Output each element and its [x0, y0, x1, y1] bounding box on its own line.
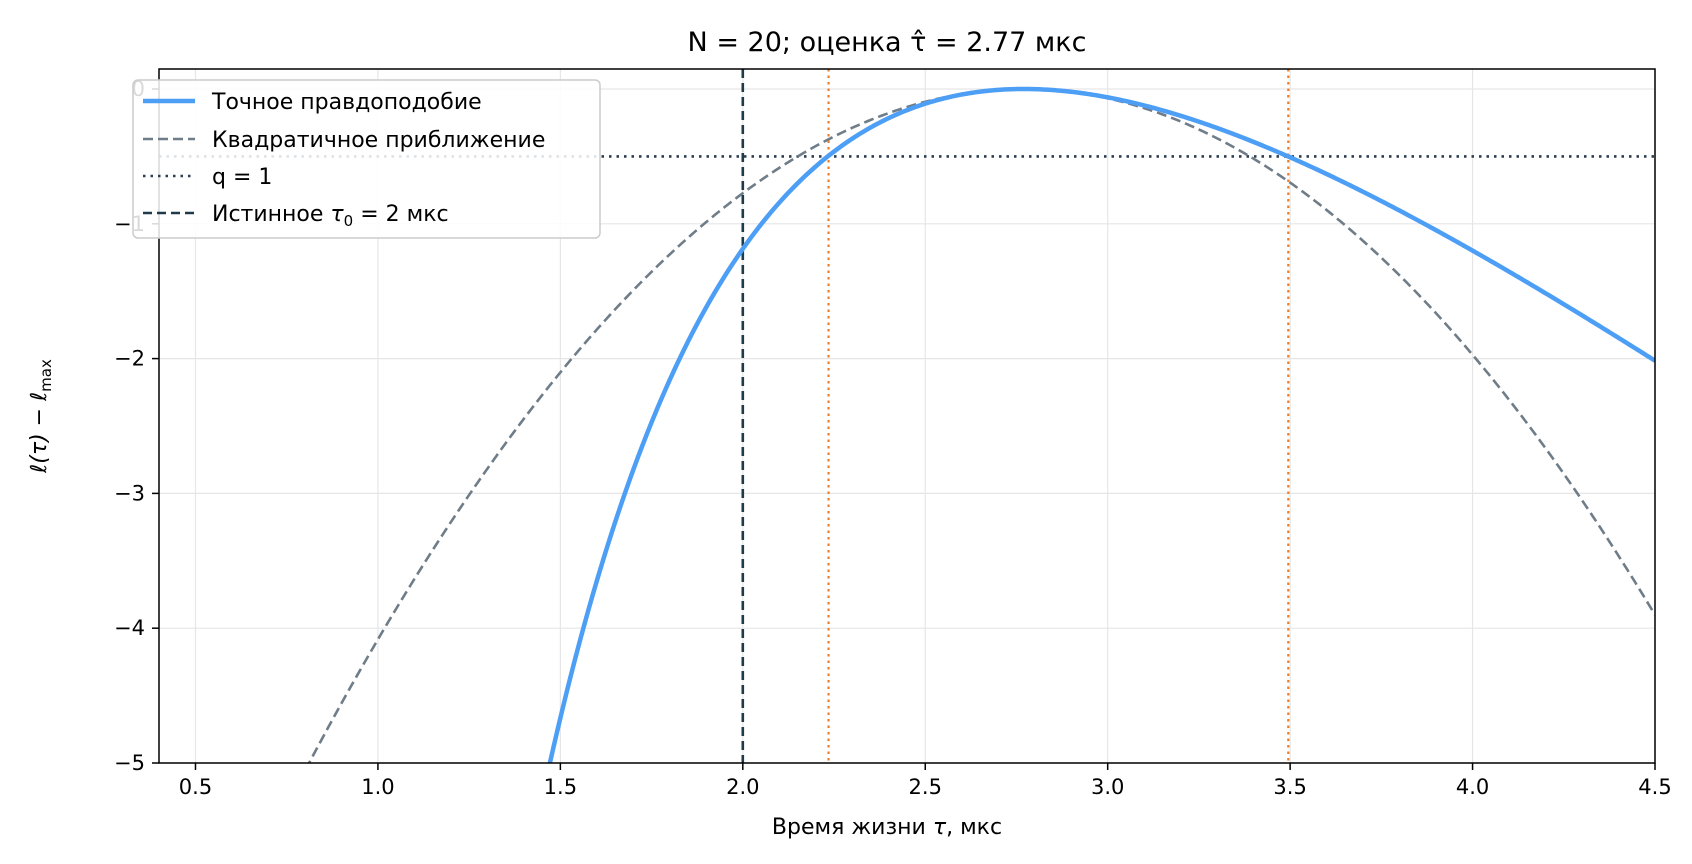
- legend: Точное правдоподобие Квадратичное прибли…: [132, 79, 601, 239]
- legend-true-tau-sub: 0: [344, 212, 354, 230]
- x-axis-ticks: 0.5 1.0 1.5 2.0 2.5 3.0 3.5 4.0 4.5: [179, 763, 1672, 799]
- x-tick-label: 4.5: [1638, 775, 1671, 799]
- x-axis-label: Время жизни τ, мкс: [772, 815, 1002, 840]
- x-tick-label: 3.5: [1273, 775, 1306, 799]
- x-tick-label: 2.5: [909, 775, 942, 799]
- axes-frame: [158, 68, 1656, 764]
- y-tick-label: −3: [114, 481, 145, 505]
- x-tick-label: 0.5: [179, 775, 212, 799]
- series-exact: [547, 86, 1655, 763]
- legend-label-exact: Точное правдоподобие: [211, 90, 482, 115]
- y-tick-label: −4: [114, 616, 145, 640]
- legend-box: [132, 79, 601, 239]
- x-tick-label: 3.0: [1091, 775, 1124, 799]
- y-axis-label-sub: max: [37, 359, 55, 392]
- x-tick-label: 2.0: [726, 775, 759, 799]
- legend-label-quadratic: Квадратичное приближение: [212, 128, 545, 153]
- y-axis-label-main: ℓ(τ) − ℓ: [27, 392, 52, 474]
- legend-true-tau-symbol: τ: [330, 202, 344, 227]
- y-tick-label: −2: [114, 347, 145, 371]
- legend-true-tau-main: Истинное: [212, 202, 330, 227]
- x-tick-label: 1.5: [544, 775, 577, 799]
- legend-label-true-tau: Истинное τ0 = 2 мкс: [212, 202, 449, 230]
- chart-title: N = 20; оценка τ̂ = 2.77 мкс: [688, 27, 1087, 58]
- y-axis-label: ℓ(τ) − ℓmax: [27, 359, 55, 474]
- x-axis-label-unit: , мкс: [946, 815, 1002, 840]
- x-tick-label: 4.0: [1456, 775, 1489, 799]
- x-tick-label: 1.0: [361, 775, 394, 799]
- x-axis-label-main: Время жизни: [772, 815, 933, 840]
- legend-label-threshold: q = 1: [212, 165, 272, 190]
- series-quadratic: [307, 87, 1655, 763]
- y-tick-label: −5: [114, 751, 145, 775]
- legend-true-tau-rest: = 2 мкс: [353, 202, 448, 227]
- x-axis-label-symbol: τ: [933, 815, 947, 840]
